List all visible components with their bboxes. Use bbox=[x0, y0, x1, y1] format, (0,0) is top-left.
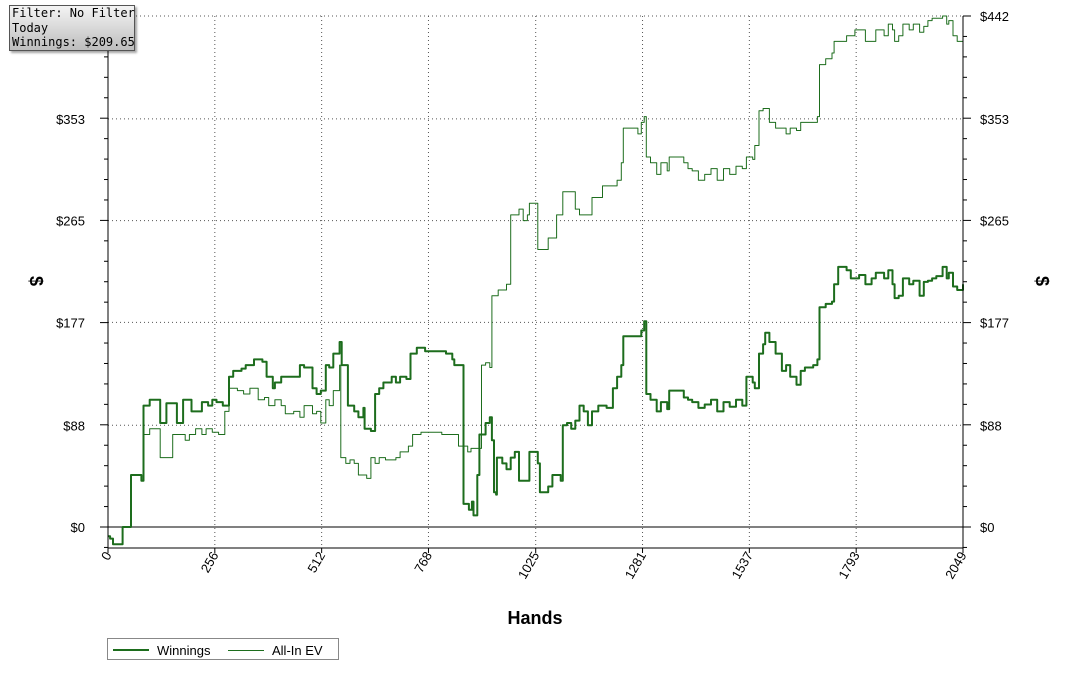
x-tick-label: 768 bbox=[411, 549, 435, 575]
y-tick-label-left: $0 bbox=[71, 520, 85, 535]
winnings-label: Winnings: $209.65 bbox=[12, 35, 135, 49]
legend-swatch-winnings bbox=[113, 649, 149, 651]
x-tick-label: 1025 bbox=[515, 549, 542, 582]
legend-item-winnings: Winnings bbox=[113, 642, 210, 658]
minor-ticks bbox=[100, 15, 971, 553]
y-axis-title-right: $ bbox=[1032, 276, 1052, 286]
x-tick-label: 2049 bbox=[942, 549, 969, 582]
y-tick-labels-left: $0$88$177$265$353$442 bbox=[56, 9, 85, 535]
period-label: Today bbox=[12, 20, 49, 35]
y-tick-label-right: $177 bbox=[980, 315, 1009, 330]
legend-label-allin-ev: All-In EV bbox=[272, 642, 323, 658]
series-line-allin-ev bbox=[108, 15, 964, 545]
x-tick-label: 256 bbox=[198, 549, 222, 575]
y-tick-label-left: $88 bbox=[63, 418, 85, 433]
x-axis-title: Hands bbox=[507, 608, 562, 628]
series-line-winnings bbox=[108, 265, 964, 546]
legend-swatch-allin-ev bbox=[228, 649, 264, 651]
legend-item-allin-ev: All-In EV bbox=[228, 642, 323, 658]
y-tick-labels-right: $0 $88 $177 $265 $353 $442 bbox=[980, 9, 1009, 535]
y-tick-label-left: $177 bbox=[56, 315, 85, 330]
y-axis-title-left: $ bbox=[26, 276, 46, 286]
legend: Winnings All-In EV bbox=[107, 638, 339, 660]
x-tick-label: 1793 bbox=[835, 549, 862, 582]
x-tick-label: 1281 bbox=[622, 549, 649, 582]
info-box: Filter: No Filter Today Winnings: $209.6… bbox=[9, 5, 135, 51]
y-tick-label-right: $442 bbox=[980, 9, 1009, 24]
y-tick-label-right: $265 bbox=[980, 214, 1009, 229]
y-tick-label-right: $353 bbox=[980, 112, 1009, 127]
series-layer bbox=[108, 15, 964, 546]
y-tick-label-left: $353 bbox=[56, 112, 85, 127]
x-tick-label: 0 bbox=[98, 549, 115, 563]
x-tick-label: 1537 bbox=[729, 549, 756, 582]
legend-label-winnings: Winnings bbox=[157, 642, 211, 658]
x-tick-labels: 0 256 512 768 1025 1281 1537 1793 2049 bbox=[98, 549, 970, 582]
x-tick-label: 512 bbox=[304, 549, 328, 575]
y-tick-label-right: $88 bbox=[980, 418, 1002, 433]
y-tick-label-left: $265 bbox=[56, 214, 85, 229]
y-tick-label-right: $0 bbox=[980, 520, 994, 535]
filter-label: Filter: No Filter bbox=[12, 6, 135, 20]
